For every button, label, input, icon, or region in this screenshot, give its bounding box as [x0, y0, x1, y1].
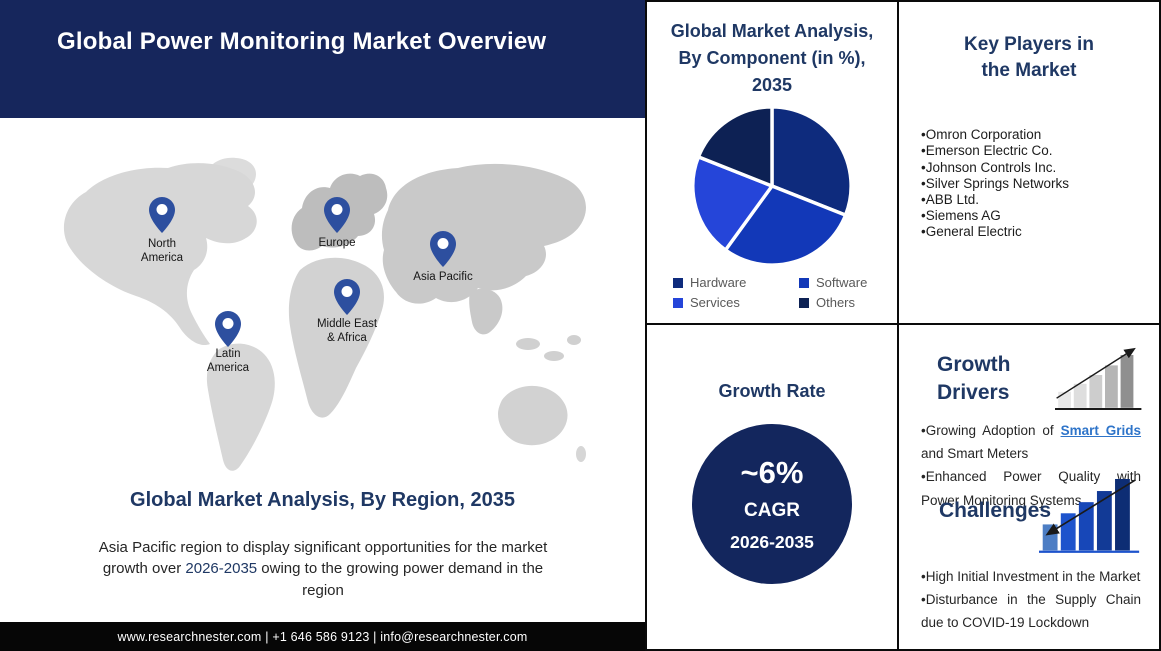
growth-drivers-bullets: •Growing Adoption of Smart Grids and Sma…: [921, 419, 1141, 512]
legend-label: Services: [690, 295, 740, 310]
legend-label: Hardware: [690, 275, 747, 290]
trend-bar: [1073, 383, 1087, 408]
australia-shape: [498, 385, 568, 446]
pie-slice-services: [691, 155, 774, 252]
footer-bar: www.researchnester.com | +1 646 586 9123…: [0, 622, 645, 651]
component-chart-panel: Global Market Analysis, By Component (in…: [647, 2, 899, 325]
legend-label: Others: [816, 295, 856, 310]
key-player-item: •Johnson Controls Inc.: [921, 159, 1057, 175]
location-pin-icon: [324, 197, 350, 233]
drivers-challenges-panel: Growth Drivers •Growing Adoption of Smar…: [899, 325, 1159, 649]
growth-rate-panel: Growth Rate ~6% CAGR 2026-2035: [647, 325, 899, 649]
trend-bar: [1089, 375, 1103, 408]
location-pin-icon: [215, 311, 241, 347]
description-text: owing to the growing power demand in the…: [257, 560, 544, 599]
growth-rate-badge: ~6% CAGR 2026-2035: [692, 424, 852, 584]
legend-item-others: Others: [799, 295, 867, 310]
right-panel-grid: Global Market Analysis, By Component (in…: [645, 0, 1161, 651]
island-shape: [567, 335, 581, 345]
trend-bar: [1105, 365, 1118, 408]
header-banner: Global Power Monitoring Market Overview: [0, 0, 645, 118]
location-pin-icon: [334, 279, 360, 315]
driver-bullet: •Growing Adoption of Smart Grids and Sma…: [921, 423, 1142, 462]
trend-bar: [1120, 355, 1134, 408]
trend-bar: [1115, 478, 1130, 551]
trend-bar: [1096, 491, 1112, 551]
cagr-period: 2026-2035: [730, 532, 814, 552]
africa-shape: [288, 257, 384, 418]
key-player-item: •Siemens AG: [921, 208, 1001, 224]
key-player-item: •Emerson Electric Co.: [921, 143, 1053, 159]
key-player-item: •General Electric: [921, 224, 1022, 240]
growth-drivers-heading: Growth Drivers: [937, 353, 1011, 404]
region-section-description: Asia Pacific region to display significa…: [98, 537, 548, 601]
description-period-highlight: 2026-2035: [185, 560, 258, 578]
region-section-heading: Global Market Analysis, By Region, 2035: [130, 489, 515, 511]
challenge-bullet: •Disturbance in the Supply Chain due to …: [921, 592, 1141, 631]
pie-slice-software: [723, 184, 848, 267]
new-zealand-shape: [576, 446, 586, 462]
legend-item-hardware: Hardware: [673, 275, 785, 290]
region-label-latin-america: Latin America: [206, 348, 250, 374]
island-shape: [516, 338, 540, 350]
challenges-bullets: •High Initial Investment in the Market •…: [921, 565, 1141, 635]
key-players-list: •Omron Corporation •Emerson Electric Co. •…: [899, 127, 1159, 240]
island-shape: [544, 351, 564, 361]
region-label-middle-east-africa: Middle East & Africa: [316, 318, 378, 344]
south-america-shape: [206, 343, 275, 471]
region-label-europe: Europe: [318, 237, 356, 249]
key-players-heading: Key Players in the Market: [964, 34, 1094, 81]
challenges-trend-down-bars-icon: [1039, 478, 1140, 553]
trend-bar: [1058, 391, 1071, 408]
footer-contact-text: www.researchnester.com | +1 646 586 9123…: [117, 629, 528, 644]
legend-swatch-hardware: [673, 277, 683, 288]
south-asia-shape: [469, 288, 503, 335]
pie-slice-others: [696, 105, 774, 188]
world-map: [63, 157, 586, 471]
asia-shape: [381, 163, 586, 304]
page-title: Global Power Monitoring Market Overview: [57, 28, 547, 55]
challenges-heading: Challenges: [939, 499, 1052, 522]
driver-bullet: •Enhanced Power Quality with Power Monit…: [921, 469, 1141, 508]
cagr-label: CAGR: [744, 500, 800, 521]
region-label-asia-pacific: Asia Pacific: [413, 271, 473, 283]
component-chart-title: Global Market Analysis, By Component (in…: [670, 21, 874, 95]
growth-rate-heading: Growth Rate: [718, 381, 826, 401]
trend-bar: [1060, 513, 1076, 551]
legend-label: Software: [816, 275, 868, 290]
key-player-item: •Silver Springs Networks: [921, 175, 1070, 191]
location-pin-icon: [149, 197, 175, 233]
pie-legend: Hardware Software Services Others: [647, 275, 897, 310]
smart-grids-link[interactable]: Smart Grids: [1060, 423, 1142, 438]
legend-swatch-software: [799, 277, 809, 288]
key-players-panel: Key Players in the Market •Omron Corpora…: [899, 2, 1159, 325]
key-player-item: •ABB Ltd.: [921, 192, 980, 208]
cagr-value: ~6%: [740, 455, 804, 490]
legend-item-services: Services: [673, 295, 785, 310]
location-pin-icon: [430, 231, 456, 267]
legend-item-software: Software: [799, 275, 867, 290]
trend-bar: [1078, 502, 1094, 551]
challenge-bullet: •High Initial Investment in the Market: [921, 569, 1141, 584]
component-pie-chart: [691, 105, 853, 267]
pie-slice-hardware: [770, 105, 853, 217]
growth-trend-up-bars-icon: [1055, 347, 1142, 410]
description-text: Asia Pacific region to display significa…: [98, 539, 548, 578]
trend-bar: [1042, 524, 1058, 551]
region-label-north-america: North America: [140, 238, 184, 264]
legend-swatch-services: [673, 297, 683, 308]
key-player-item: •Omron Corporation: [921, 127, 1042, 143]
north-america-shape: [63, 163, 257, 346]
legend-swatch-others: [799, 297, 809, 308]
